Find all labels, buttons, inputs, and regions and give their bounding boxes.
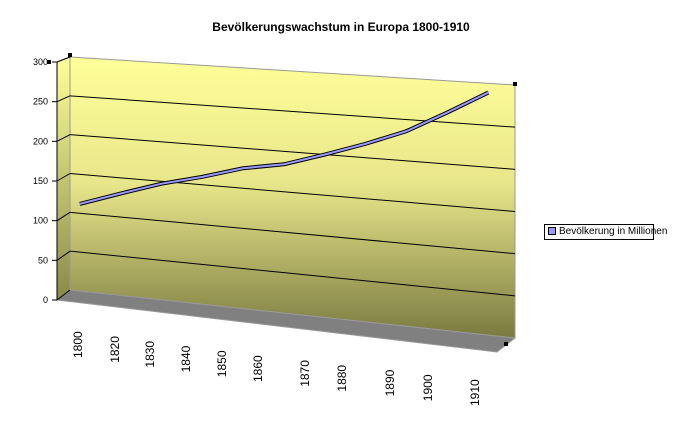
x-tick-label: 1800	[71, 331, 85, 358]
y-tick-label: 100	[33, 216, 48, 226]
side-gridline	[56, 95, 71, 103]
data-point	[160, 182, 163, 185]
legend: Bevölkerung in Millionen	[544, 224, 667, 240]
x-tick-label: 1860	[251, 355, 265, 382]
side-gridline	[56, 173, 71, 182]
x-tick-label: 1820	[108, 336, 122, 363]
side-gridline	[56, 134, 71, 142]
gridline	[69, 95, 516, 128]
data-point	[324, 153, 326, 156]
data-point	[201, 176, 204, 178]
y-tick-label: 200	[33, 136, 48, 146]
data-point	[242, 167, 244, 170]
x-tick-label: 1910	[468, 379, 482, 406]
legend-swatch	[548, 227, 556, 235]
x-tick-label: 1900	[421, 374, 435, 401]
legend-label: Bevölkerung in Millionen	[559, 226, 668, 237]
x-tick-label: 1880	[335, 365, 349, 392]
x-tick-label: 1890	[383, 369, 397, 396]
gridline	[69, 211, 516, 255]
data-point	[119, 192, 122, 195]
x-tick-label: 1870	[298, 360, 312, 387]
data-point	[283, 163, 285, 166]
gridline	[69, 134, 516, 170]
x-tick-label: 1840	[179, 345, 193, 372]
selection-handle	[513, 82, 517, 86]
selection-handle	[47, 60, 51, 64]
gridline	[69, 173, 516, 212]
side-wall	[56, 56, 71, 302]
x-tick-label: 1830	[143, 341, 157, 368]
side-gridline	[56, 289, 71, 301]
y-tick-label: 250	[33, 97, 48, 107]
data-point	[78, 203, 81, 205]
data-point	[364, 142, 367, 145]
side-gridline	[56, 250, 71, 261]
side-gridline	[56, 56, 71, 63]
data-point	[405, 130, 408, 132]
side-gridline	[56, 211, 71, 222]
y-tick-label: 150	[33, 176, 48, 186]
data-point	[487, 91, 490, 94]
data-point	[446, 111, 449, 114]
gridline	[69, 250, 516, 297]
chart-title: Bevölkerungswachstum in Europa 1800-1910	[212, 20, 470, 34]
selection-handle	[504, 342, 508, 346]
y-tick-label: 300	[33, 57, 48, 67]
x-tick-label: 1850	[215, 350, 229, 377]
selection-handle	[68, 53, 72, 57]
y-tick-label: 0	[43, 295, 48, 305]
back-wall	[69, 56, 516, 339]
y-tick-label: 50	[38, 255, 48, 265]
